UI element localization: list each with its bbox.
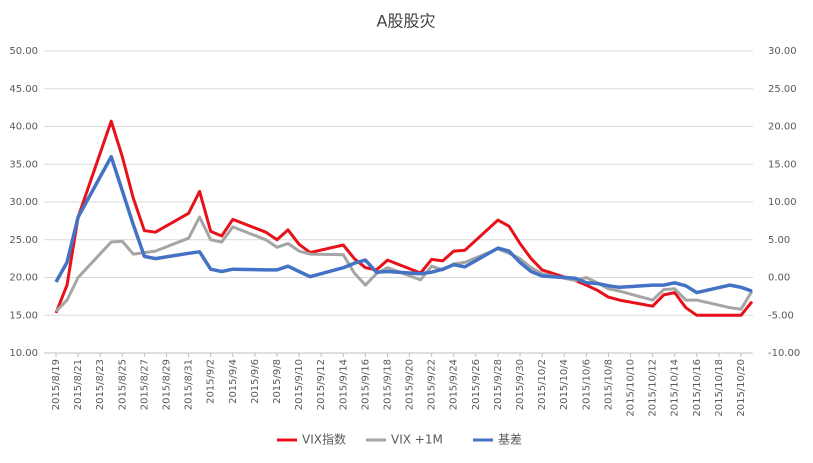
y-tick-label: 45.00 bbox=[9, 84, 38, 95]
x-tick-label: 2015/9/20 bbox=[405, 359, 416, 410]
x-tick-label: 2015/9/18 bbox=[382, 359, 393, 410]
x-tick-label: 2015/9/10 bbox=[294, 359, 305, 410]
y2-tick-label: 5.00 bbox=[768, 235, 790, 246]
y-tick-label: 20.00 bbox=[9, 273, 38, 284]
y2-tick-label: -10.00 bbox=[768, 348, 800, 359]
y2-tick-label: 25.00 bbox=[768, 84, 797, 95]
y-tick-label: 40.00 bbox=[9, 122, 38, 133]
chart-title: A股股灾 bbox=[377, 12, 436, 31]
x-tick-label: 2015/9/28 bbox=[493, 359, 504, 410]
x-tick-label: 2015/8/27 bbox=[139, 359, 150, 410]
x-tick-label: 2015/9/30 bbox=[515, 359, 526, 410]
y2-tick-label: 20.00 bbox=[768, 122, 797, 133]
x-tick-label: 2015/9/12 bbox=[316, 359, 327, 410]
legend-label: 基差 bbox=[498, 433, 522, 447]
x-tick-label: 2015/10/16 bbox=[692, 359, 703, 417]
y-tick-label: 10.00 bbox=[9, 348, 38, 359]
x-tick-label: 2015/10/12 bbox=[648, 359, 659, 417]
y2-tick-label: 30.00 bbox=[768, 46, 797, 57]
y2-tick-label: -5.00 bbox=[768, 310, 794, 321]
x-tick-label: 2015/10/20 bbox=[736, 359, 747, 417]
x-tick-label: 2015/9/4 bbox=[228, 359, 239, 404]
x-tick-label: 2015/8/25 bbox=[117, 359, 128, 410]
x-tick-label: 2015/9/16 bbox=[360, 359, 371, 410]
x-tick-label: 2015/9/22 bbox=[427, 359, 438, 410]
x-tick-label: 2015/8/23 bbox=[95, 359, 106, 410]
series-line bbox=[54, 154, 753, 295]
x-tick-label: 2015/9/6 bbox=[250, 359, 261, 404]
x-tick-label: 2015/8/31 bbox=[184, 359, 195, 410]
y-tick-label: 15.00 bbox=[9, 310, 38, 321]
series-line bbox=[54, 119, 754, 317]
x-tick-label: 2015/9/14 bbox=[338, 359, 349, 410]
x-tick-label: 2015/10/2 bbox=[537, 359, 548, 410]
y-tick-label: 50.00 bbox=[9, 46, 38, 57]
x-tick-label: 2015/8/21 bbox=[73, 359, 84, 410]
y2-tick-label: 10.00 bbox=[768, 197, 797, 208]
x-tick-label: 2015/9/8 bbox=[272, 359, 283, 404]
legend-label: VIX指数 bbox=[302, 432, 346, 447]
x-tick-label: 2015/8/29 bbox=[161, 359, 172, 410]
x-tick-label: 2015/10/18 bbox=[714, 359, 725, 417]
y-tick-label: 25.00 bbox=[9, 235, 38, 246]
x-tick-label: 2015/8/19 bbox=[51, 359, 62, 410]
x-tick-label: 2015/9/2 bbox=[206, 359, 217, 404]
x-tick-label: 2015/10/6 bbox=[581, 359, 592, 410]
x-tick-label: 2015/10/4 bbox=[559, 359, 570, 410]
y-tick-label: 35.00 bbox=[9, 159, 38, 170]
x-tick-label: 2015/10/14 bbox=[670, 359, 681, 417]
y2-tick-label: 0.00 bbox=[768, 273, 790, 284]
y-tick-label: 30.00 bbox=[9, 197, 38, 208]
x-tick-label: 2015/9/24 bbox=[449, 359, 460, 410]
legend-label: VIX +1M bbox=[391, 433, 443, 447]
x-tick-label: 2015/10/8 bbox=[603, 359, 614, 410]
x-tick-label: 2015/10/10 bbox=[626, 359, 637, 417]
y2-tick-label: 15.00 bbox=[768, 159, 797, 170]
x-tick-label: 2015/9/26 bbox=[471, 359, 482, 410]
